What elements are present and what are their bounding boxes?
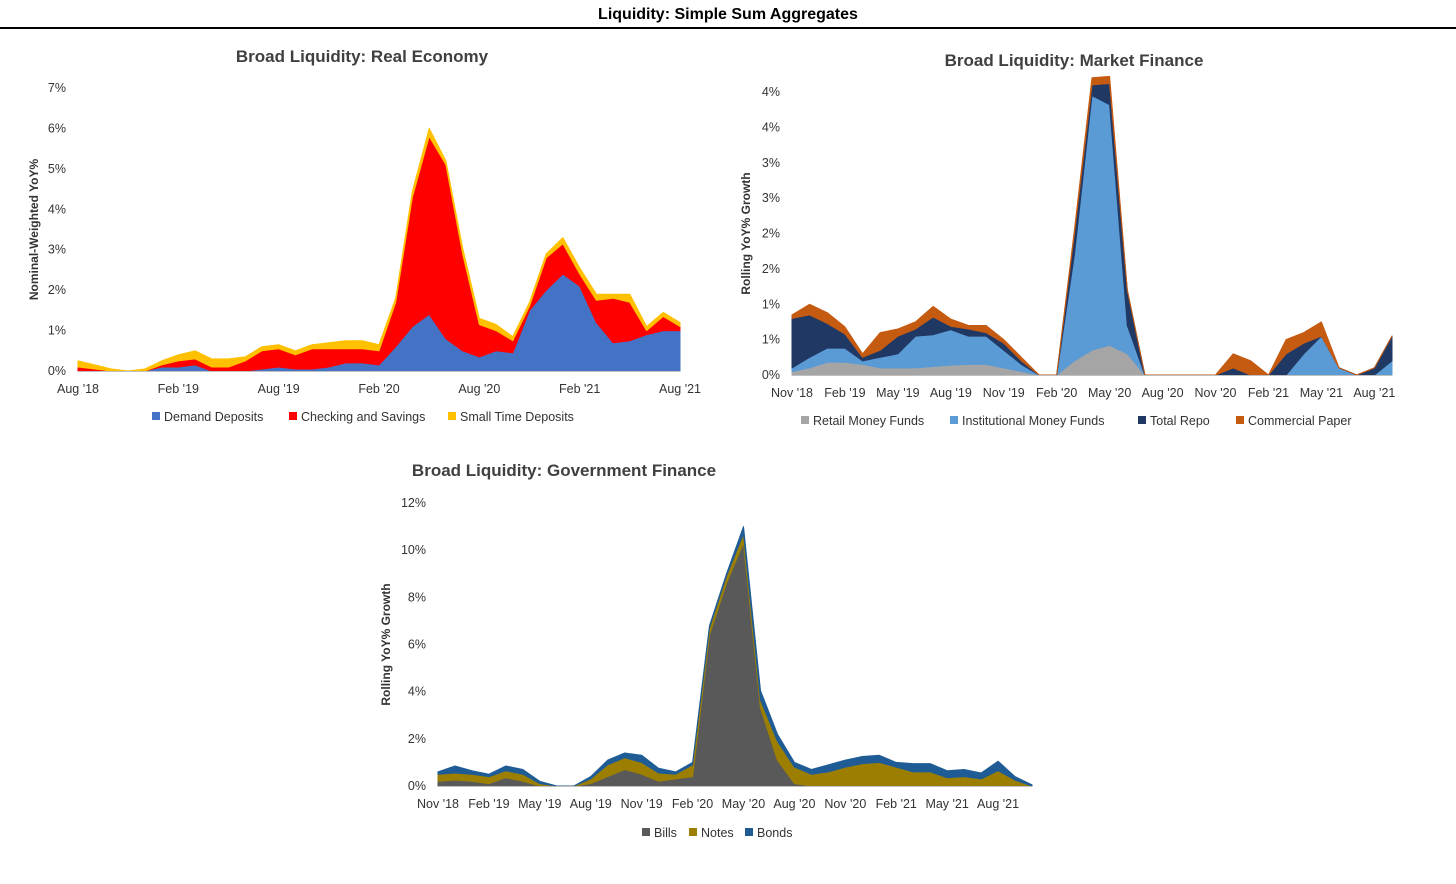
legend-label: Small Time Deposits <box>460 410 574 424</box>
x-tick-label: Feb '20 <box>358 382 399 396</box>
x-tick-label: Feb '20 <box>1036 386 1077 400</box>
x-tick-label: May '21 <box>925 797 968 811</box>
x-tick-label: Nov '18 <box>417 797 459 811</box>
series-area-small-time-deposits <box>77 127 681 372</box>
x-tick-label: Nov '20 <box>824 797 866 811</box>
title-divider <box>0 27 1456 29</box>
x-tick-label: Aug '21 <box>659 382 701 396</box>
legend-label: Retail Money Funds <box>813 414 924 428</box>
legend-label: Demand Deposits <box>164 410 263 424</box>
y-tick-label: 4% <box>408 685 426 699</box>
x-tick-label: May '19 <box>518 797 561 811</box>
x-tick-label: Feb '20 <box>672 797 713 811</box>
y-tick-label: 2% <box>48 283 66 297</box>
series-area-commercial-paper <box>791 75 1393 376</box>
legend-label: Institutional Money Funds <box>962 414 1104 428</box>
legend-swatch <box>950 416 958 424</box>
y-tick-label: 2% <box>762 262 780 276</box>
legend-swatch <box>152 412 160 420</box>
y-axis-label: Rolling YoY% Growth <box>739 172 753 294</box>
x-tick-label: Aug '19 <box>930 386 972 400</box>
legend-label: Total Repo <box>1150 414 1210 428</box>
x-tick-label: May '19 <box>876 386 919 400</box>
market-finance-chart: Broad Liquidity: Market Finance Rolling Y… <box>739 51 1395 428</box>
y-tick-label: 4% <box>48 202 66 216</box>
x-tick-label: Feb '21 <box>1248 386 1289 400</box>
y-tick-label: 1% <box>762 297 780 311</box>
y-tick-label: 0% <box>408 779 426 793</box>
legend-label: Bills <box>654 826 677 840</box>
y-tick-label: 1% <box>48 324 66 338</box>
legend-swatch <box>642 828 650 836</box>
y-tick-label: 8% <box>408 590 426 604</box>
y-axis-label: Nominal-Weighted YoY% <box>27 159 41 301</box>
chart-title: Broad Liquidity: Real Economy <box>236 47 489 66</box>
x-tick-label: Aug '20 <box>458 382 500 396</box>
x-tick-label: Nov '18 <box>771 386 813 400</box>
legend-label: Bonds <box>757 826 792 840</box>
legend-swatch <box>689 828 697 836</box>
chart-title: Broad Liquidity: Market Finance <box>945 51 1204 70</box>
x-tick-label: Aug '21 <box>1353 386 1395 400</box>
y-tick-label: 3% <box>48 243 66 257</box>
y-tick-label: 6% <box>408 638 426 652</box>
legend-swatch <box>1138 416 1146 424</box>
government-finance-chart: Broad Liquidity: Government Finance Rolli… <box>379 461 1033 840</box>
y-tick-label: 0% <box>48 364 66 378</box>
y-tick-label: 1% <box>762 333 780 347</box>
legend-swatch <box>448 412 456 420</box>
x-tick-label: May '20 <box>722 797 765 811</box>
legend-label: Checking and Savings <box>301 410 425 424</box>
y-tick-label: 2% <box>408 732 426 746</box>
x-tick-label: May '21 <box>1300 386 1343 400</box>
series-area-bills <box>437 542 1033 787</box>
x-tick-label: Feb '19 <box>468 797 509 811</box>
real-economy-chart: Broad Liquidity: Real Economy Nominal-Wei… <box>27 47 701 424</box>
legend-label: Notes <box>701 826 734 840</box>
x-tick-label: Aug '20 <box>773 797 815 811</box>
x-tick-label: Feb '19 <box>158 382 199 396</box>
y-tick-label: 4% <box>762 120 780 134</box>
y-tick-label: 3% <box>762 191 780 205</box>
x-tick-label: Aug '19 <box>570 797 612 811</box>
y-tick-label: 4% <box>762 85 780 99</box>
x-tick-label: Aug '21 <box>977 797 1019 811</box>
y-tick-label: 12% <box>401 496 426 510</box>
y-tick-label: 2% <box>762 227 780 241</box>
x-tick-label: May '20 <box>1088 386 1131 400</box>
page-title: Liquidity: Simple Sum Aggregates <box>598 6 858 23</box>
y-tick-label: 6% <box>48 121 66 135</box>
chart-title: Broad Liquidity: Government Finance <box>412 461 716 480</box>
y-tick-label: 5% <box>48 162 66 176</box>
y-tick-label: 10% <box>401 543 426 557</box>
y-axis-label: Rolling YoY% Growth <box>379 583 393 705</box>
x-tick-label: Nov '19 <box>983 386 1025 400</box>
y-tick-label: 3% <box>762 156 780 170</box>
x-tick-label: Feb '21 <box>876 797 917 811</box>
x-tick-label: Nov '20 <box>1195 386 1237 400</box>
x-tick-label: Aug '18 <box>57 382 99 396</box>
x-tick-label: Aug '20 <box>1142 386 1184 400</box>
legend-swatch <box>801 416 809 424</box>
legend-swatch <box>289 412 297 420</box>
legend-label: Commercial Paper <box>1248 414 1352 428</box>
x-tick-label: Feb '19 <box>824 386 865 400</box>
legend-swatch <box>1236 416 1244 424</box>
x-tick-label: Feb '21 <box>559 382 600 396</box>
x-tick-label: Aug '19 <box>258 382 300 396</box>
y-tick-label: 0% <box>762 368 780 382</box>
legend-swatch <box>745 828 753 836</box>
y-tick-label: 7% <box>48 81 66 95</box>
x-tick-label: Nov '19 <box>621 797 663 811</box>
